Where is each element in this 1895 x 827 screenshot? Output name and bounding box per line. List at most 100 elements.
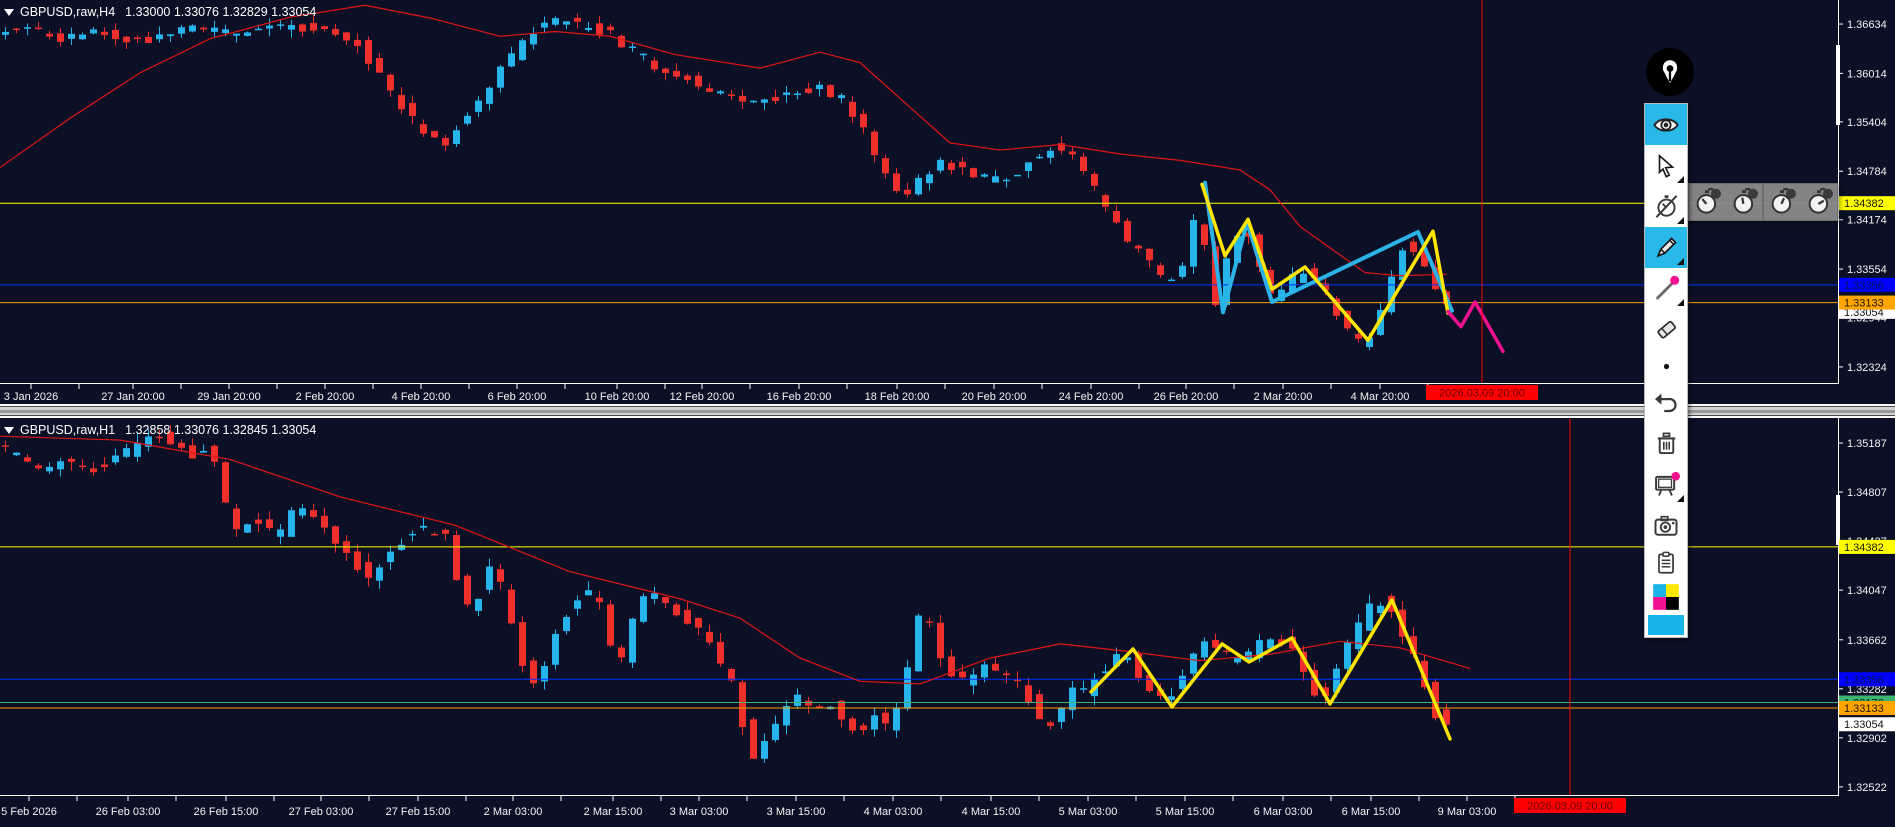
eraser-icon [1656,320,1676,339]
candle-body [200,450,207,453]
candle-body [255,519,262,524]
yellow-zigzag[interactable] [1089,598,1452,741]
time-tick-label: 16 Feb 20:00 [767,391,832,403]
symbol-dropdown-icon[interactable] [4,427,14,434]
timer-preset-1[interactable] [1690,185,1724,219]
candle-body [904,189,911,195]
candle-body [607,26,614,31]
toolbar-delete-all[interactable] [1645,423,1687,464]
candle-body [453,130,460,145]
toolbar-eraser[interactable] [1645,309,1687,350]
toolbar-screenshot[interactable] [1645,505,1687,546]
price-label-badge [1839,295,1895,310]
candle-body [970,674,977,686]
toolbar-dot-marker[interactable] [1645,350,1687,382]
time-tick-label: 2 Feb 20:00 [296,391,355,403]
time-marker-text: 2026.03.09 20:00 [1527,801,1613,813]
candle-body [57,461,64,470]
candle-body [1410,241,1417,252]
candle-body [728,668,735,681]
stopwatch-icon [1696,188,1722,214]
price-label-text: 1.33356 [1844,280,1884,292]
h4-chart[interactable]: 1.36634 1.36014 1.35404 1.34784 1.34174 1.335… [0,0,1895,403]
time-tick-label: 4 Mar 15:00 [962,806,1021,818]
candle-body [178,27,185,34]
candle-body [1311,268,1318,279]
timer-presets-popup [1688,183,1838,221]
candle-body [915,615,922,672]
candle-body [684,75,691,80]
chart-splitter[interactable] [0,404,1895,418]
undo-arrow-icon [1654,393,1677,413]
candle-body [2,31,9,35]
price-tick-label: 1.34174 [1847,215,1887,227]
price-tick-label: 1.32522 [1847,782,1887,794]
candle-body [101,464,108,468]
candle-body [277,529,284,537]
candle-body [1234,235,1241,263]
candle-body [211,27,218,32]
candle-body [90,468,97,473]
toolbar-draw-pencil[interactable] [1645,227,1687,268]
candle-body [596,23,603,35]
candle-body [1179,675,1186,689]
annotation-pen-button[interactable] [1646,48,1694,96]
time-tick-label: 9 Mar 03:00 [1438,806,1497,818]
candle-body [321,26,328,30]
candle-body [882,158,889,174]
candle-body [68,33,75,39]
candle-body [244,524,251,533]
timer-preset-4[interactable] [1802,185,1836,219]
toolbar-undo[interactable] [1645,382,1687,423]
price-tick-label: 1.35404 [1847,117,1887,129]
submenu-corner-icon [1677,258,1684,265]
toolbar-color-palette[interactable] [1645,580,1687,613]
timer-preset-2[interactable] [1727,185,1761,219]
toolbar-timer-disabled[interactable] [1645,186,1687,227]
submenu-corner-icon [1677,217,1684,224]
candle-body [431,131,438,138]
toolbar-toggle-visibility[interactable] [1645,104,1687,145]
price-tick-label: 1.33554 [1847,264,1887,276]
candle-body [222,29,229,34]
candle-body [332,526,339,544]
candle-body [838,95,845,99]
trash-icon [1657,432,1675,455]
time-tick-label: 4 Mar 20:00 [1351,391,1410,403]
candle-body [1201,224,1208,246]
candle-body [1355,622,1362,650]
axis-scroll-indicator[interactable] [1836,45,1840,125]
candle-body [1036,694,1043,720]
magenta-projection[interactable] [1446,300,1505,354]
candle-body [849,101,856,117]
yellow-zigzag[interactable] [1200,182,1450,342]
toolbar-active-color[interactable] [1645,613,1687,637]
symbol-dropdown-icon[interactable] [4,9,14,16]
price-label-badge [1839,277,1895,292]
candle-body [288,25,295,30]
axis-scroll-indicator[interactable] [1836,495,1840,545]
candle-body [57,33,64,42]
candle-body [871,131,878,156]
candle-body [486,566,493,590]
toolbar-draw-line[interactable] [1645,268,1687,309]
toolbar-clipboard[interactable] [1645,546,1687,580]
time-tick-label: 27 Feb 03:00 [289,806,354,818]
candle-body [750,100,757,103]
timer-preset-3[interactable] [1765,185,1799,219]
time-tick-label: 2 Mar 20:00 [1254,391,1313,403]
toolbar-cursor-select[interactable] [1645,145,1687,186]
candle-body [1267,639,1274,649]
h1-chart-header: GBPUSD,raw,H1 1.32858 1.33076 1.32845 1.3… [4,423,316,437]
price-label-text: 1.33133 [1844,298,1884,310]
candle-body [761,741,768,759]
h1-chart[interactable]: 1.351871.348071.344271.340471.336621.332… [0,418,1895,818]
candle-body [1432,267,1439,290]
candle-body [167,431,174,445]
time-marker-badge [1426,385,1538,400]
candle-body [1212,639,1219,648]
candle-body [1113,211,1120,223]
toolbar-whiteboard[interactable] [1645,464,1687,505]
